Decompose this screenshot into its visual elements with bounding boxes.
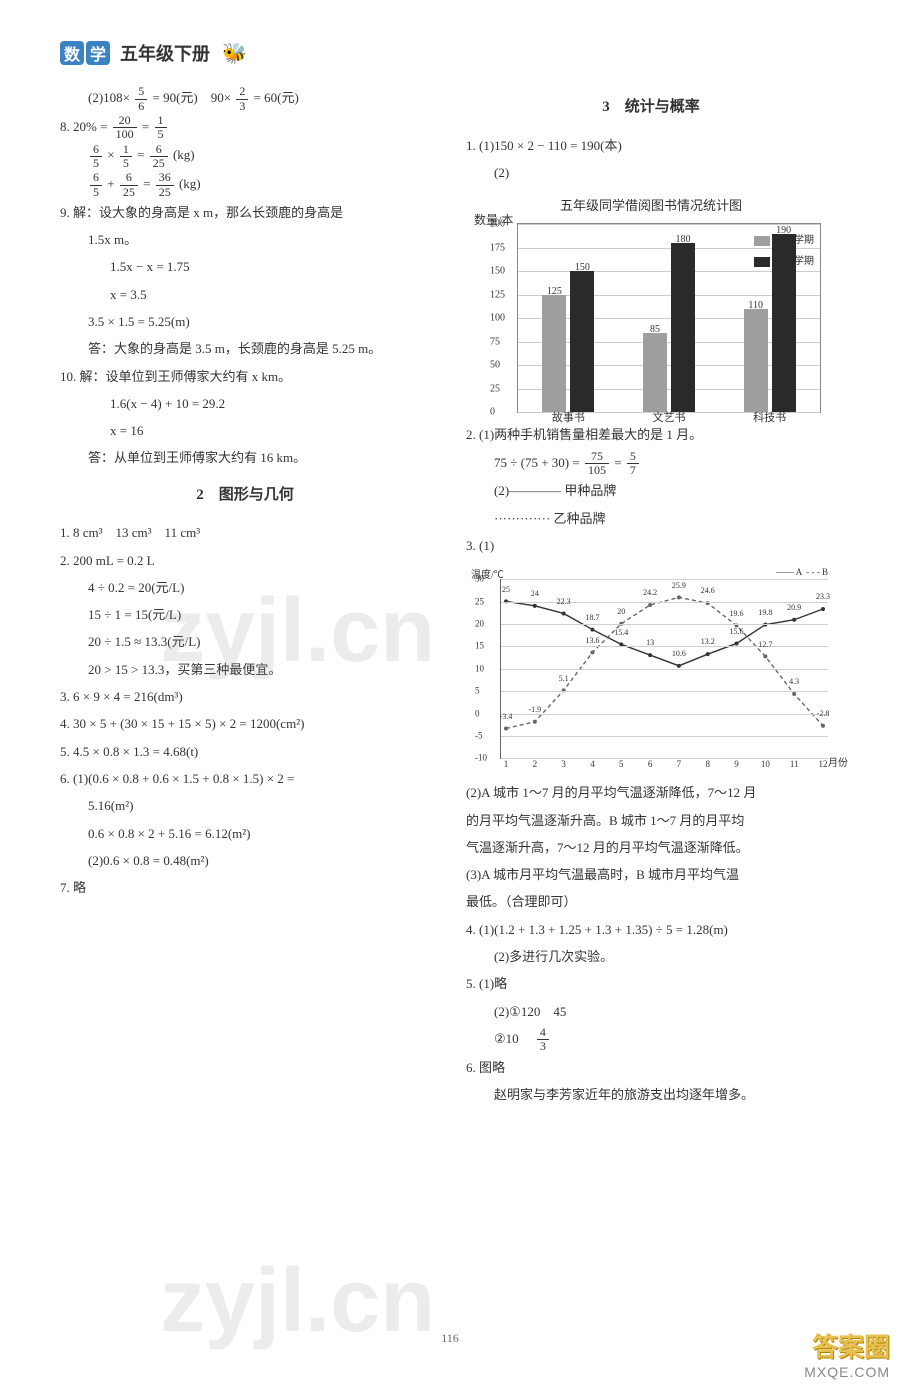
l-line: 答：从单位到王师傅家大约有 16 km。 xyxy=(60,444,430,471)
t: = xyxy=(614,455,621,470)
l-line: 20 ÷ 1.5 ≈ 13.3(元/L) xyxy=(60,628,430,655)
r-line: (2)———— 甲种品牌 xyxy=(466,477,836,504)
section-title-3: 3 统计与概率 xyxy=(466,92,836,124)
l-line: 4. 30 × 5 + (30 × 15 + 15 × 5) × 2 = 120… xyxy=(60,710,430,737)
frac: 65 xyxy=(90,143,102,170)
t: + xyxy=(107,176,114,191)
badge-bot: MXQE.COM xyxy=(804,1364,890,1380)
l-line: 6. (1)(0.6 × 0.8 + 0.6 × 1.5 + 0.8 × 1.5… xyxy=(60,765,430,792)
section-title-2: 2 图形与几何 xyxy=(60,480,430,512)
logo-char-2: 学 xyxy=(86,41,110,65)
l-line: 8. 20% = 20100 = 15 xyxy=(60,113,430,142)
badge-top: 答案圈 xyxy=(804,1327,890,1364)
l-line: 10. 解：设单位到王师傅家大约有 x km。 xyxy=(60,363,430,390)
bee-icon: 🐝 xyxy=(222,41,247,66)
r-line: 6. 图略 xyxy=(466,1054,836,1081)
corner-badge: 答案圈 MXQE.COM xyxy=(804,1327,890,1380)
t: = xyxy=(143,176,150,191)
r-line: 最低。（合理即可） xyxy=(466,888,836,915)
r-line: 1. (1)150 × 2 − 110 = 190(本) xyxy=(466,132,836,159)
t: = xyxy=(142,119,149,134)
watermark-2: zyjl.cn xyxy=(160,1250,435,1353)
l-line: (2)108× 56 = 90(元) 90× 23 = 60(元) xyxy=(60,84,430,113)
t: 75 ÷ (75 + 30) = xyxy=(494,455,580,470)
frac: 15 xyxy=(120,143,132,170)
logo-char-1: 数 xyxy=(60,41,84,65)
r-line: 赵明家与李芳家近年的旅游支出均逐年增多。 xyxy=(466,1081,836,1108)
r-line: 3. (1) xyxy=(466,532,836,559)
l-line: 3. 6 × 9 × 4 = 216(dm³) xyxy=(60,683,430,710)
frac: 625 xyxy=(120,171,138,198)
lc-xunit: 月份 xyxy=(828,753,848,774)
frac: 57 xyxy=(627,450,639,477)
l-line: 9. 解：设大象的身高是 x m，那么长颈鹿的身高是 xyxy=(60,199,430,226)
t: ②10 xyxy=(494,1031,532,1046)
l-line: (2)0.6 × 0.8 = 0.48(m²) xyxy=(60,847,430,874)
left-column: (2)108× 56 = 90(元) 90× 23 = 60(元) 8. 20%… xyxy=(60,84,430,1108)
t: (kg) xyxy=(173,147,195,162)
r-line: (2)多进行几次实验。 xyxy=(466,943,836,970)
t: 8. 20% = xyxy=(60,119,107,134)
l-line: 7. 略 xyxy=(60,874,430,901)
r-line: (2)①120 45 xyxy=(466,998,836,1025)
r-line: ············· 乙种品牌 xyxy=(466,505,836,532)
r-line: (3)A 城市月平均气温最高时，B 城市月平均气温 xyxy=(466,861,836,888)
l-line: 1.5x − x = 1.75 xyxy=(60,253,430,280)
l-line: 15 ÷ 1 = 15(元/L) xyxy=(60,601,430,628)
l-line: 65 × 15 = 625 (kg) xyxy=(60,141,430,170)
l-line: 答：大象的身高是 3.5 m，长颈鹿的身高是 5.25 m。 xyxy=(60,335,430,362)
bar-chart: 数量/本 第一学期 第二学期 0255075100125150175200125… xyxy=(517,223,821,413)
l-line: 4 ÷ 0.2 = 20(元/L) xyxy=(60,574,430,601)
bar-chart-title: 五年级同学借阅图书情况统计图 xyxy=(481,192,821,219)
frac: 15 xyxy=(155,114,167,141)
t: = xyxy=(137,147,144,162)
r-line: 的月平均气温逐渐升高。B 城市 1～7 月的月平均 xyxy=(466,807,836,834)
r-line: 气温逐渐升高，7～12 月的月平均气温逐渐降低。 xyxy=(466,834,836,861)
frac: 56 xyxy=(135,85,147,112)
t: × xyxy=(107,147,114,162)
l-line: 1.5x m。 xyxy=(60,226,430,253)
frac: 625 xyxy=(150,143,168,170)
frac: 65 xyxy=(90,171,102,198)
l-line: x = 16 xyxy=(60,417,430,444)
r-line: 75 ÷ (75 + 30) = 75105 = 57 xyxy=(466,449,836,478)
l-line: 0.6 × 0.8 × 2 + 5.16 = 6.12(m²) xyxy=(60,820,430,847)
t: —— xyxy=(776,567,794,577)
frac: 23 xyxy=(236,85,248,112)
l-line: 1. 8 cm³ 13 cm³ 11 cm³ xyxy=(60,519,430,546)
header-subtitle: 五年级下册 xyxy=(120,40,210,66)
l-line: 5.16(m²) xyxy=(60,792,430,819)
l-line: 20 > 15 > 13.3，买第三种最便宜。 xyxy=(60,656,430,683)
t: B xyxy=(822,567,828,577)
page-number: 116 xyxy=(441,1331,459,1346)
t: (2)108× xyxy=(88,90,130,105)
frac: 43 xyxy=(537,1026,549,1053)
l-line: 5. 4.5 × 0.8 × 1.3 = 4.68(t) xyxy=(60,738,430,765)
r-line: 5. (1)略 xyxy=(466,970,836,997)
l-line: x = 3.5 xyxy=(60,281,430,308)
t: A xyxy=(796,567,802,577)
right-column: 3 统计与概率 1. (1)150 × 2 − 110 = 190(本) (2)… xyxy=(466,84,836,1108)
l-line: 2. 200 mL = 0.2 L xyxy=(60,547,430,574)
frac: 20100 xyxy=(113,114,137,141)
frac: 3625 xyxy=(156,171,174,198)
r-line: (2) xyxy=(466,159,836,186)
logo: 数 学 xyxy=(60,41,110,65)
frac: 75105 xyxy=(585,450,609,477)
r-line: ②10 43 xyxy=(466,1025,836,1054)
bar-chart-wrap: 五年级同学借阅图书情况统计图 数量/本 第一学期 第二学期 0255075100… xyxy=(481,192,821,413)
t: - - - xyxy=(806,567,820,577)
t: = 90(元) 90× xyxy=(153,90,232,105)
t: (kg) xyxy=(179,176,201,191)
page-header: 数 学 五年级下册 🐝 xyxy=(60,40,840,66)
r-line: (2)A 城市 1～7 月的月平均气温逐渐降低，7～12 月 xyxy=(466,779,836,806)
l-line: 65 + 625 = 3625 (kg) xyxy=(60,170,430,199)
l-line: 3.5 × 1.5 = 5.25(m) xyxy=(60,308,430,335)
line-chart: 温度/℃ 月份 —— A - - - B -10-505101520253012… xyxy=(500,579,828,759)
columns: (2)108× 56 = 90(元) 90× 23 = 60(元) 8. 20%… xyxy=(60,84,840,1108)
t: = 60(元) xyxy=(254,90,299,105)
r-line: 4. (1)(1.2 + 1.3 + 1.25 + 1.3 + 1.35) ÷ … xyxy=(466,916,836,943)
l-line: 1.6(x − 4) + 10 = 29.2 xyxy=(60,390,430,417)
